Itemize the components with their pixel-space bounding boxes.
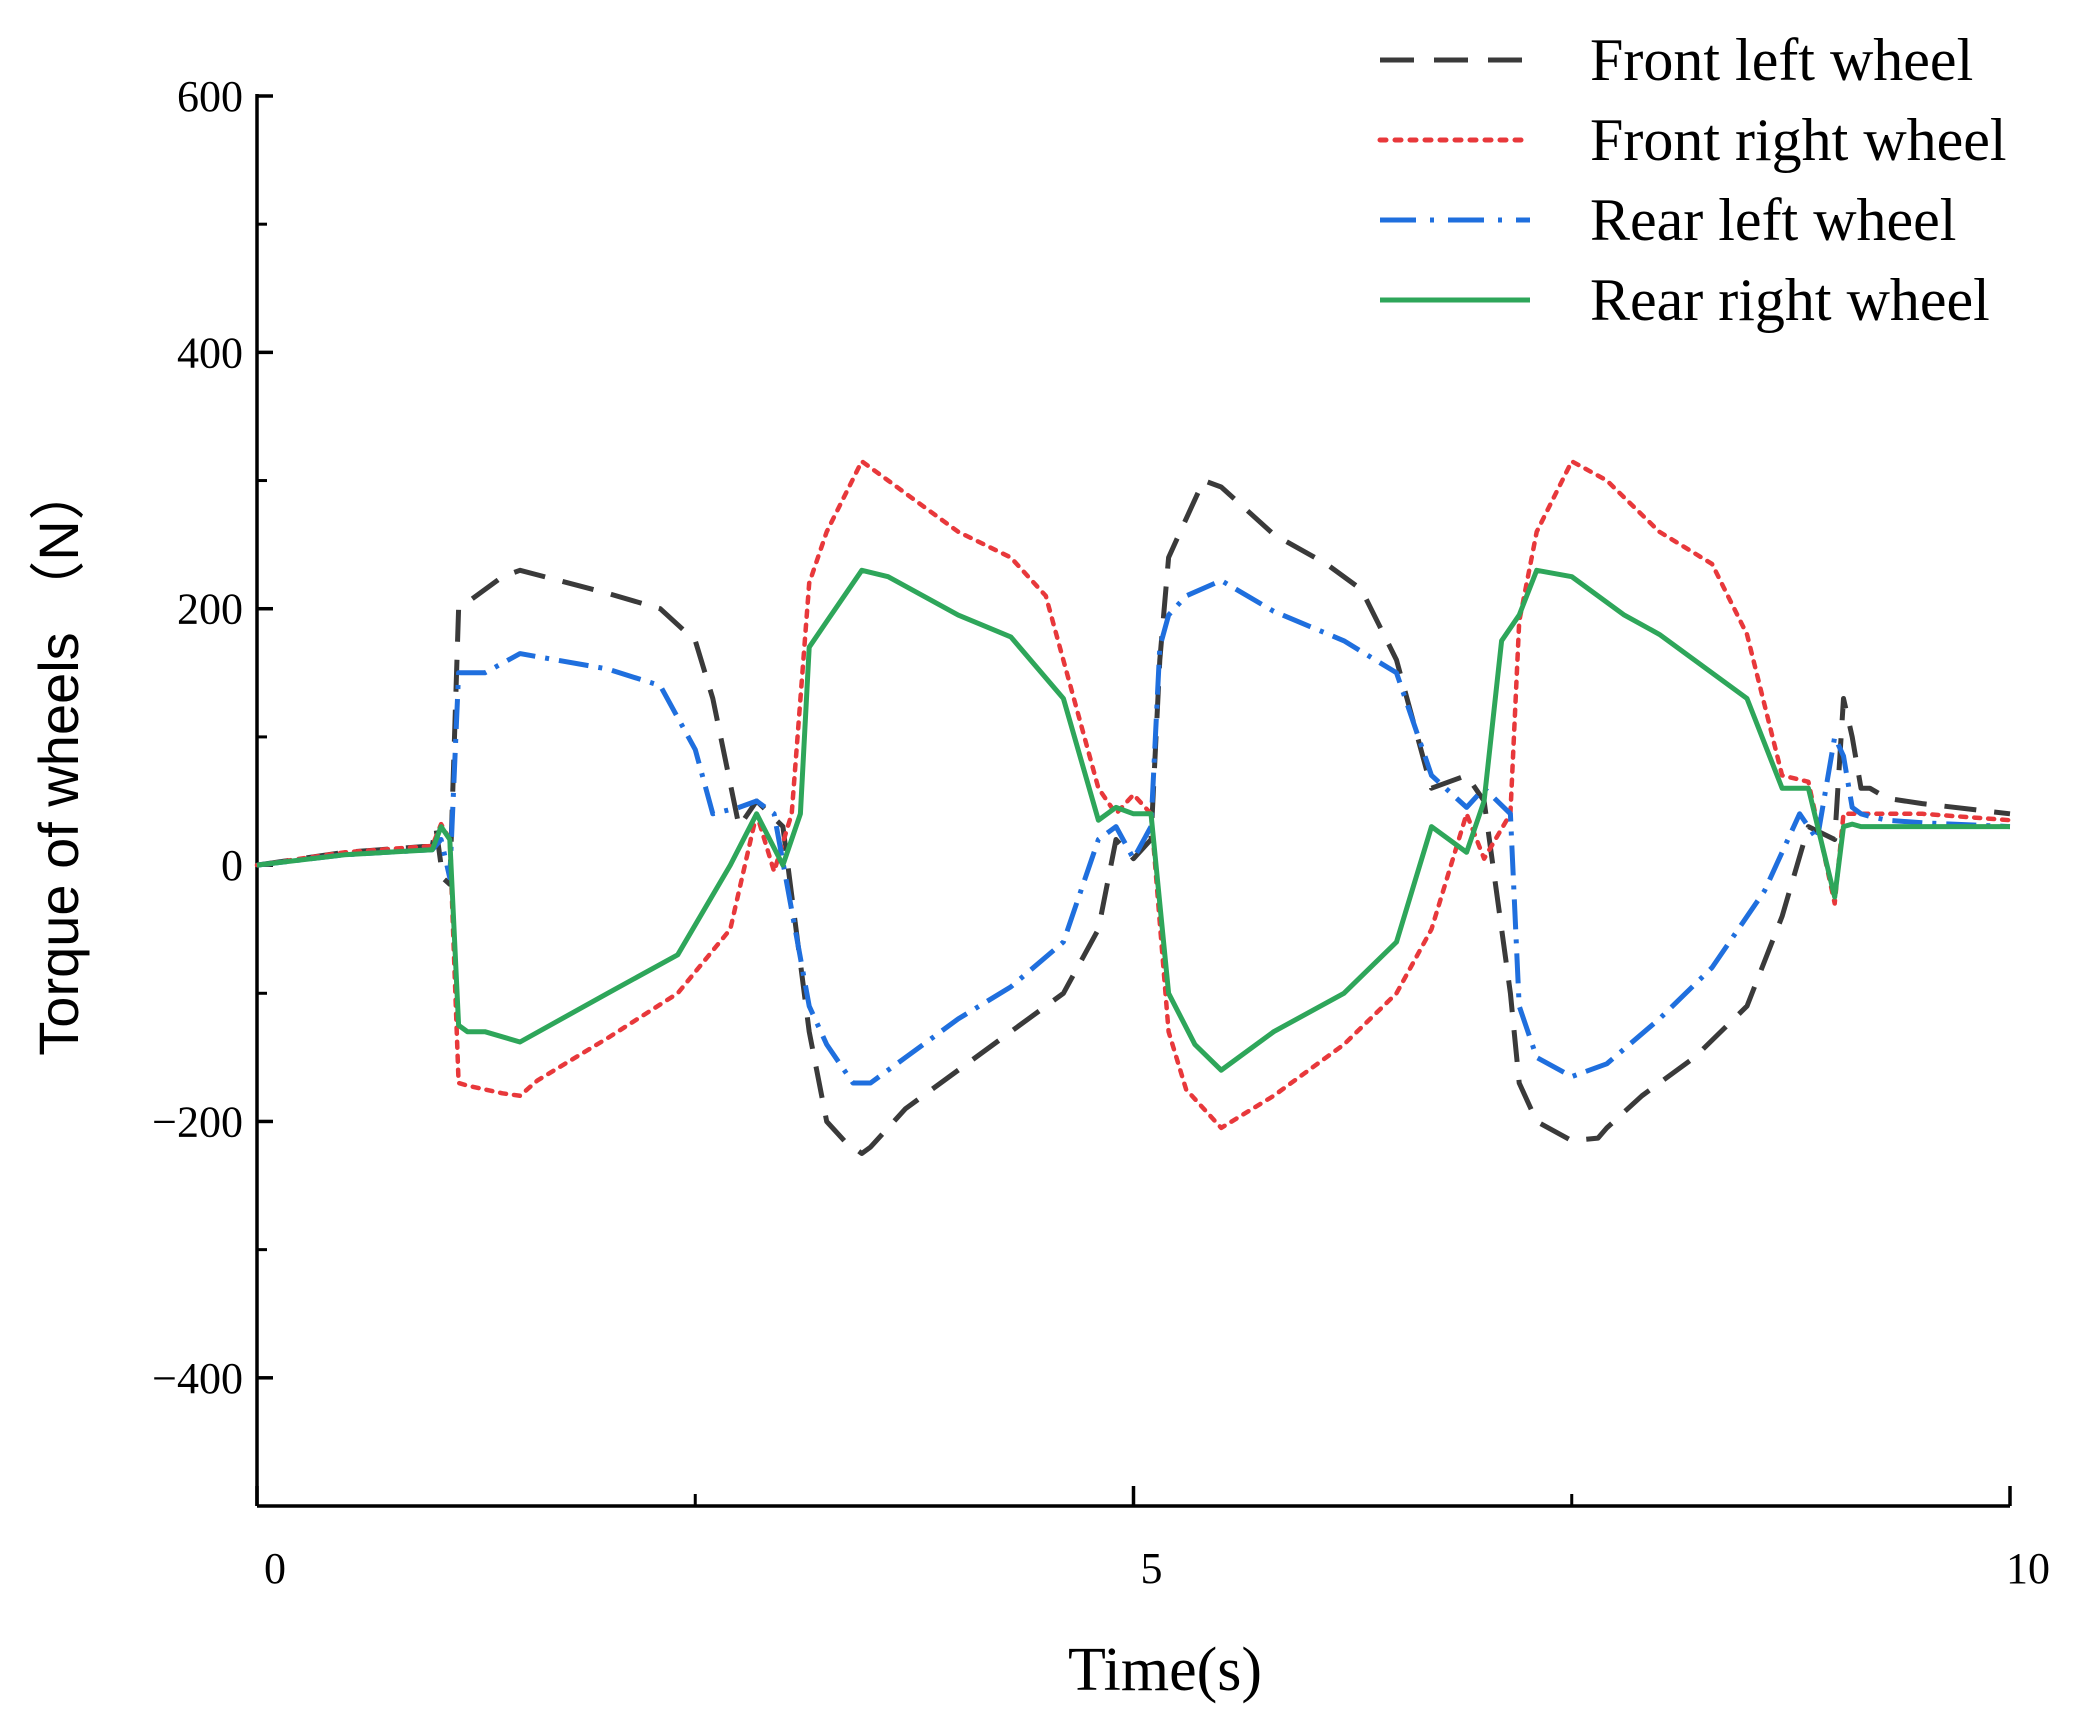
y-tick-label: 600 [177,72,243,121]
legend-label: Front left wheel [1590,27,1973,93]
y-tick-label: 400 [177,328,243,377]
series-line-rear-right-wheel [256,567,2010,1073]
axes: −400 −200 0 200 400 600 0 5 10 [152,72,2050,1593]
legend-label: Rear right wheel [1590,267,1990,333]
x-tick-label: 10 [2006,1544,2050,1593]
series-line-front-left-wheel [256,478,2011,1156]
y-tick-label: 200 [177,585,243,634]
legend-label: Front right wheel [1590,107,2007,173]
series-layer [254,459,2013,1156]
y-tick-label: 0 [221,841,243,890]
x-tick-label: 5 [1141,1544,1163,1593]
legend: Front left wheel Front right wheel Rear le… [1377,27,2007,333]
series-line-front-right-wheel [254,459,2013,1131]
y-tick-label: −200 [152,1097,243,1146]
series-line-rear-left-wheel [256,578,2011,1086]
y-axis-title: Torque of wheels （N） [27,464,90,1055]
x-axis-title: Time(s) [1068,1636,1262,1704]
x-tick-label: 0 [264,1544,286,1593]
legend-label: Rear left wheel [1590,187,1956,253]
y-tick-label: −400 [152,1354,243,1403]
